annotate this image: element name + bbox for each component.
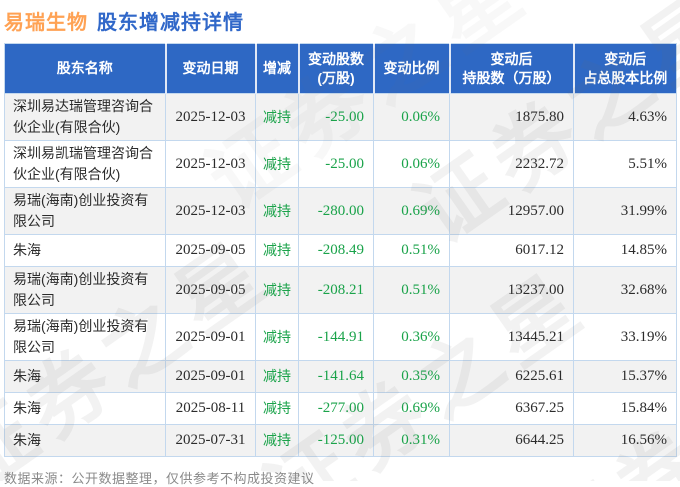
change-shares-cell: -141.64 bbox=[298, 360, 374, 393]
table-row: 朱海 2025-09-05 减持 -208.49 0.51% 6017.12 14.85% bbox=[4, 234, 677, 267]
ratio-after-cell: 5.51% bbox=[573, 140, 677, 188]
change-ratio-cell: 0.36% bbox=[373, 313, 450, 361]
shareholder-name-cell: 朱海 bbox=[4, 392, 166, 425]
action-cell: 减持 bbox=[255, 424, 299, 457]
table-header-row: 股东名称 变动日期 增减 变动股数 (万股) 变动比例 变动后 持股数（万股） 变动后 占总… bbox=[4, 43, 677, 94]
change-date-cell: 2025-12-03 bbox=[165, 93, 256, 141]
action-cell: 减持 bbox=[255, 360, 299, 393]
column-header-shareholder-name: 股东名称 bbox=[4, 43, 167, 94]
table-row: 易瑞(海南)创业投资有限公司 2025-09-01 减持 -144.91 0.36% 13… bbox=[4, 313, 677, 361]
ratio-after-cell: 16.56% bbox=[573, 424, 677, 457]
change-ratio-cell: 0.51% bbox=[373, 234, 450, 267]
shareholder-name-cell: 易瑞(海南)创业投资有限公司 bbox=[4, 266, 166, 314]
change-date-cell: 2025-09-05 bbox=[165, 234, 256, 267]
action-cell: 减持 bbox=[255, 234, 299, 267]
page-title: 易瑞生物 股东增减持详情 bbox=[0, 0, 680, 43]
table-row: 朱海 2025-09-01 减持 -141.64 0.35% 6225.61 15.37% bbox=[4, 360, 677, 393]
table-row: 朱海 2025-08-11 减持 -277.00 0.69% 6367.25 15.84% bbox=[4, 392, 677, 425]
shares-after-cell: 13237.00 bbox=[449, 266, 574, 314]
ratio-after-cell: 32.68% bbox=[573, 266, 677, 314]
column-header-change-shares: 变动股数 (万股) bbox=[298, 43, 375, 94]
column-header-ratio-after: 变动后 占总股本比例 bbox=[573, 43, 677, 94]
shareholder-name-cell: 朱海 bbox=[4, 424, 166, 457]
table-row: 深圳易达瑞管理咨询合伙企业(有限合伙) 2025-12-03 减持 -25.00 0.0… bbox=[4, 93, 677, 141]
change-date-cell: 2025-09-01 bbox=[165, 313, 256, 361]
change-shares-cell: -280.00 bbox=[298, 187, 374, 235]
action-cell: 减持 bbox=[255, 93, 299, 141]
table-row: 朱海 2025-07-31 减持 -125.00 0.31% 6644.25 16.56% bbox=[4, 424, 677, 457]
change-ratio-cell: 0.69% bbox=[373, 187, 450, 235]
shares-after-cell: 6225.61 bbox=[449, 360, 574, 393]
column-header-change-date: 变动日期 bbox=[165, 43, 257, 94]
shares-after-cell: 6644.25 bbox=[449, 424, 574, 457]
change-ratio-cell: 0.51% bbox=[373, 266, 450, 314]
shares-after-cell: 13445.21 bbox=[449, 313, 574, 361]
ratio-after-cell: 15.37% bbox=[573, 360, 677, 393]
shareholder-name-cell: 朱海 bbox=[4, 234, 166, 267]
data-source-note: 数据来源：公开数据整理，仅供参考不构成投资建议 bbox=[4, 471, 315, 486]
shareholder-name-cell: 易瑞(海南)创业投资有限公司 bbox=[4, 313, 166, 361]
table-row: 易瑞(海南)创业投资有限公司 2025-09-05 减持 -208.21 0.51% 13… bbox=[4, 266, 677, 314]
shareholder-name-cell: 深圳易凯瑞管理咨询合伙企业(有限合伙) bbox=[4, 140, 166, 188]
change-ratio-cell: 0.06% bbox=[373, 140, 450, 188]
action-cell: 减持 bbox=[255, 313, 299, 361]
action-cell: 减持 bbox=[255, 392, 299, 425]
shareholder-name-cell: 深圳易达瑞管理咨询合伙企业(有限合伙) bbox=[4, 93, 166, 141]
change-shares-cell: -125.00 bbox=[298, 424, 374, 457]
change-date-cell: 2025-12-03 bbox=[165, 140, 256, 188]
change-shares-cell: -25.00 bbox=[298, 140, 374, 188]
change-shares-cell: -144.91 bbox=[298, 313, 374, 361]
ratio-after-cell: 4.63% bbox=[573, 93, 677, 141]
table-body: 深圳易达瑞管理咨询合伙企业(有限合伙) 2025-12-03 减持 -25.00 0.0… bbox=[4, 93, 677, 457]
change-shares-cell: -208.49 bbox=[298, 234, 374, 267]
change-shares-cell: -25.00 bbox=[298, 93, 374, 141]
shareholder-name-cell: 易瑞(海南)创业投资有限公司 bbox=[4, 187, 166, 235]
change-date-cell: 2025-09-05 bbox=[165, 266, 256, 314]
column-header-action: 增减 bbox=[255, 43, 300, 94]
shares-after-cell: 1875.80 bbox=[449, 93, 574, 141]
stock-name: 易瑞生物 bbox=[4, 12, 88, 34]
table-row: 深圳易凯瑞管理咨询合伙企业(有限合伙) 2025-12-03 减持 -25.00 0.0… bbox=[4, 140, 677, 188]
column-header-shares-after: 变动后 持股数（万股） bbox=[449, 43, 575, 94]
ratio-after-cell: 14.85% bbox=[573, 234, 677, 267]
table-header: 股东名称 变动日期 增减 变动股数 (万股) 变动比例 变动后 持股数（万股） 变动后 占总… bbox=[4, 43, 677, 94]
change-date-cell: 2025-09-01 bbox=[165, 360, 256, 393]
action-cell: 减持 bbox=[255, 266, 299, 314]
action-cell: 减持 bbox=[255, 187, 299, 235]
shares-after-cell: 6017.12 bbox=[449, 234, 574, 267]
column-header-change-ratio: 变动比例 bbox=[373, 43, 451, 94]
shareholder-name-cell: 朱海 bbox=[4, 360, 166, 393]
change-shares-cell: -277.00 bbox=[298, 392, 374, 425]
change-ratio-cell: 0.69% bbox=[373, 392, 450, 425]
action-cell: 减持 bbox=[255, 140, 299, 188]
shareholder-change-table: 股东名称 变动日期 增减 变动股数 (万股) 变动比例 变动后 持股数（万股） 变动后 占总… bbox=[4, 43, 677, 457]
change-date-cell: 2025-12-03 bbox=[165, 187, 256, 235]
change-date-cell: 2025-08-11 bbox=[165, 392, 256, 425]
shares-after-cell: 12957.00 bbox=[449, 187, 574, 235]
ratio-after-cell: 31.99% bbox=[573, 187, 677, 235]
change-ratio-cell: 0.06% bbox=[373, 93, 450, 141]
change-shares-cell: -208.21 bbox=[298, 266, 374, 314]
ratio-after-cell: 33.19% bbox=[573, 313, 677, 361]
change-ratio-cell: 0.35% bbox=[373, 360, 450, 393]
report-title: 股东增减持详情 bbox=[97, 12, 244, 34]
change-ratio-cell: 0.31% bbox=[373, 424, 450, 457]
shares-after-cell: 6367.25 bbox=[449, 392, 574, 425]
shares-after-cell: 2232.72 bbox=[449, 140, 574, 188]
ratio-after-cell: 15.84% bbox=[573, 392, 677, 425]
table-row: 易瑞(海南)创业投资有限公司 2025-12-03 减持 -280.00 0.69% 12… bbox=[4, 187, 677, 235]
change-date-cell: 2025-07-31 bbox=[165, 424, 256, 457]
